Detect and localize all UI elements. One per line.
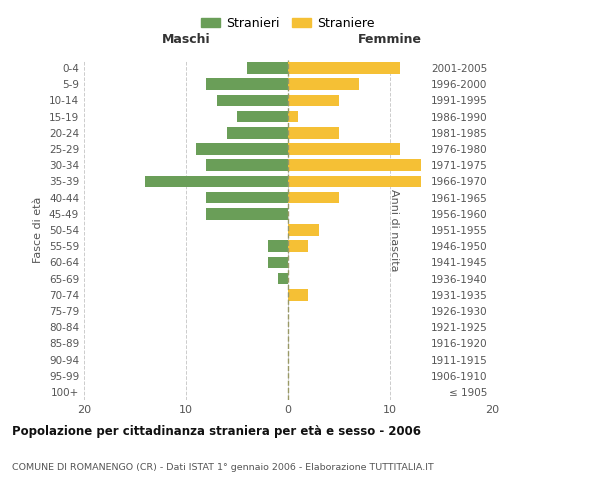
Bar [206, 208, 288, 220]
Bar [145, 176, 288, 188]
Text: COMUNE DI ROMANENGO (CR) - Dati ISTAT 1° gennaio 2006 - Elaborazione TUTTITALIA.: COMUNE DI ROMANENGO (CR) - Dati ISTAT 1°… [12, 463, 434, 472]
Bar [227, 127, 288, 138]
Bar [288, 240, 308, 252]
Bar [206, 78, 288, 90]
Bar [288, 224, 319, 236]
Bar [206, 192, 288, 203]
Text: Popolazione per cittadinanza straniera per età e sesso - 2006: Popolazione per cittadinanza straniera p… [12, 425, 421, 438]
Bar [288, 127, 339, 138]
Text: Maschi: Maschi [161, 34, 211, 46]
Bar [288, 143, 400, 155]
Bar [206, 160, 288, 171]
Y-axis label: Fasce di età: Fasce di età [34, 197, 43, 263]
Bar [288, 289, 308, 300]
Bar [288, 78, 359, 90]
Legend: Stranieri, Straniere: Stranieri, Straniere [196, 12, 380, 35]
Bar [268, 240, 288, 252]
Bar [288, 160, 421, 171]
Bar [288, 94, 339, 106]
Bar [288, 62, 400, 74]
Y-axis label: Anni di nascita: Anni di nascita [389, 188, 399, 271]
Bar [288, 192, 339, 203]
Bar [278, 272, 288, 284]
Bar [288, 111, 298, 122]
Bar [268, 256, 288, 268]
Bar [237, 111, 288, 122]
Bar [288, 176, 421, 188]
Text: Femmine: Femmine [358, 34, 422, 46]
Bar [247, 62, 288, 74]
Bar [196, 143, 288, 155]
Bar [217, 94, 288, 106]
